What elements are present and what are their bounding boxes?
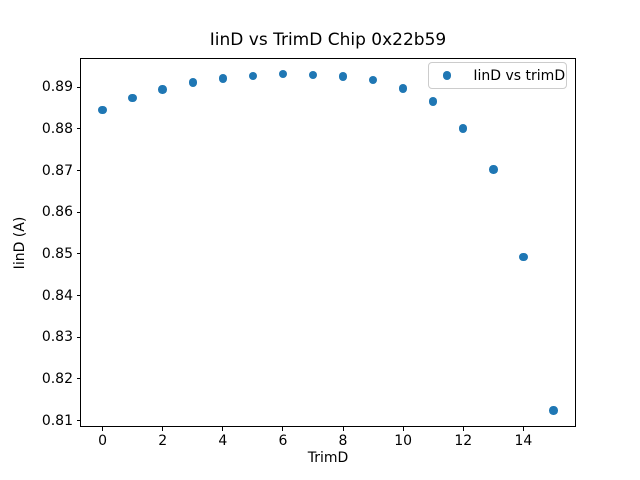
x-tick-mark: [522, 427, 524, 431]
y-tick-mark: [76, 378, 80, 380]
y-tick-mark: [76, 86, 80, 88]
y-tick-label: 0.83: [41, 329, 73, 346]
y-tick-label: 0.81: [41, 412, 73, 429]
y-tick-mark: [76, 128, 80, 130]
data-point: [338, 72, 348, 81]
data-point: [98, 105, 107, 115]
data-point: [248, 71, 258, 81]
x-tick-mark: [222, 427, 224, 431]
y-tick-mark: [76, 420, 80, 422]
data-point: [308, 70, 318, 80]
y-tick-mark: [76, 170, 80, 172]
x-tick-label: 14: [514, 433, 533, 450]
x-tick-mark: [462, 427, 464, 431]
x-tick-label: 0: [98, 433, 107, 450]
data-point: [368, 75, 378, 85]
y-tick-label: 0.82: [41, 370, 73, 387]
x-tick-label: 12: [454, 433, 473, 450]
legend-marker-icon: [443, 71, 452, 80]
data-point: [489, 165, 498, 174]
y-tick-mark: [76, 253, 80, 255]
y-tick-label: 0.84: [41, 287, 73, 304]
y-tick-label: 0.85: [41, 245, 73, 262]
x-tick-mark: [402, 427, 404, 431]
y-tick-label: 0.88: [41, 120, 73, 137]
x-tick-label: 6: [278, 433, 288, 450]
x-tick-label: 2: [158, 433, 168, 450]
data-point: [188, 78, 197, 87]
x-tick-mark: [102, 427, 104, 431]
legend-label: IinD vs trimD: [473, 67, 566, 84]
data-point: [549, 406, 558, 415]
plot-area: [80, 57, 576, 428]
data-point: [398, 84, 408, 93]
y-tick-label: 0.87: [41, 162, 73, 179]
data-point: [278, 70, 288, 79]
x-tick-label: 8: [338, 433, 348, 450]
x-tick-mark: [342, 427, 344, 431]
x-tick-label: 4: [218, 433, 228, 450]
x-tick-mark: [162, 427, 164, 431]
x-tick-label: 10: [394, 433, 413, 450]
data-point: [158, 85, 167, 94]
y-tick-mark: [76, 295, 80, 297]
chart-title: IinD vs TrimD Chip 0x22b59: [209, 30, 447, 50]
legend: IinD vs trimD: [428, 62, 567, 89]
y-tick-mark: [76, 211, 80, 213]
data-point: [128, 93, 137, 103]
x-axis-label: TrimD: [307, 450, 349, 466]
y-tick-label: 0.86: [41, 204, 73, 221]
x-tick-mark: [282, 427, 284, 431]
data-point: [459, 124, 468, 133]
y-tick-mark: [76, 336, 80, 338]
data-point: [429, 97, 438, 106]
y-tick-label: 0.89: [41, 79, 73, 96]
data-point: [218, 74, 227, 83]
data-point: [519, 252, 528, 262]
